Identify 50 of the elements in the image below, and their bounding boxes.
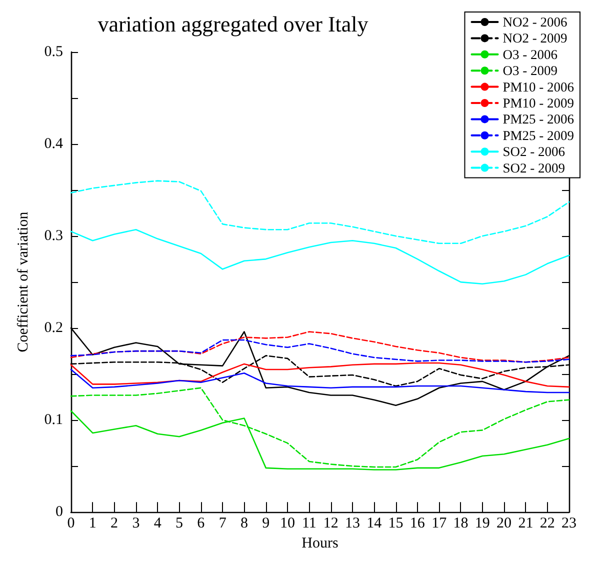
x-tick-label: 7 (218, 516, 227, 532)
x-tick-label: 14 (366, 516, 382, 532)
x-tick-label: 17 (432, 516, 448, 532)
line-series (70, 339, 570, 363)
x-tick-label: 12 (323, 516, 338, 532)
x-tick-label: 6 (197, 516, 206, 532)
x-tick-label: 9 (262, 516, 270, 532)
line-series (70, 362, 570, 388)
y-tick-label: 0.1 (44, 412, 63, 428)
x-tick-label: 13 (344, 516, 360, 532)
x-axis-title: Hours (302, 536, 338, 552)
line-series (70, 331, 570, 363)
legend-label: PM25 - 2006 (502, 112, 574, 127)
line-series (70, 180, 570, 244)
y-tick-label: 0 (56, 504, 63, 520)
y-axis-title: Coefficient of variation (16, 211, 32, 352)
legend-label: NO2 - 2006 (502, 14, 568, 30)
y-tick-label: 0.2 (44, 320, 63, 336)
legend-label: NO2 - 2009 (502, 30, 568, 46)
y-tick-label: 0.4 (44, 136, 64, 152)
x-tick-label: 20 (496, 516, 512, 532)
x-tick-label: 11 (302, 516, 316, 532)
line-series (70, 228, 570, 285)
x-tick-label: 4 (154, 516, 162, 532)
legend-label: PM10 - 2006 (502, 79, 574, 94)
x-tick-label: 23 (562, 516, 576, 532)
chart-title: variation aggregated over Italy (98, 12, 368, 36)
legend-label: PM25 - 2009 (502, 128, 574, 143)
y-tick-label: 0.3 (44, 228, 63, 244)
x-tick-label: 21 (518, 516, 534, 532)
x-tick-label: 18 (453, 516, 468, 532)
x-tick-label: 5 (176, 516, 184, 532)
x-tick-label: 10 (280, 516, 296, 532)
legend-label: O3 - 2009 (502, 63, 558, 78)
x-tick-label: 3 (132, 516, 140, 532)
legend-label: SO2 - 2009 (502, 160, 566, 176)
line-series (70, 387, 570, 468)
x-tick-label: 2 (110, 516, 118, 532)
x-tick-label: 8 (240, 516, 248, 532)
y-tick-label: 0.5 (44, 44, 63, 60)
legend-label: PM10 - 2009 (502, 96, 574, 110)
x-tick-label: 15 (388, 516, 404, 532)
x-tick-label: 1 (88, 516, 96, 532)
legend-label: O3 - 2006 (502, 46, 558, 62)
x-tick-label: 22 (540, 516, 555, 532)
x-tick-label: 16 (410, 516, 426, 532)
legend-label: SO2 - 2006 (502, 144, 566, 160)
x-tick-label: 0 (67, 516, 75, 532)
x-tick-label: 19 (474, 516, 490, 532)
line-series (70, 368, 570, 394)
